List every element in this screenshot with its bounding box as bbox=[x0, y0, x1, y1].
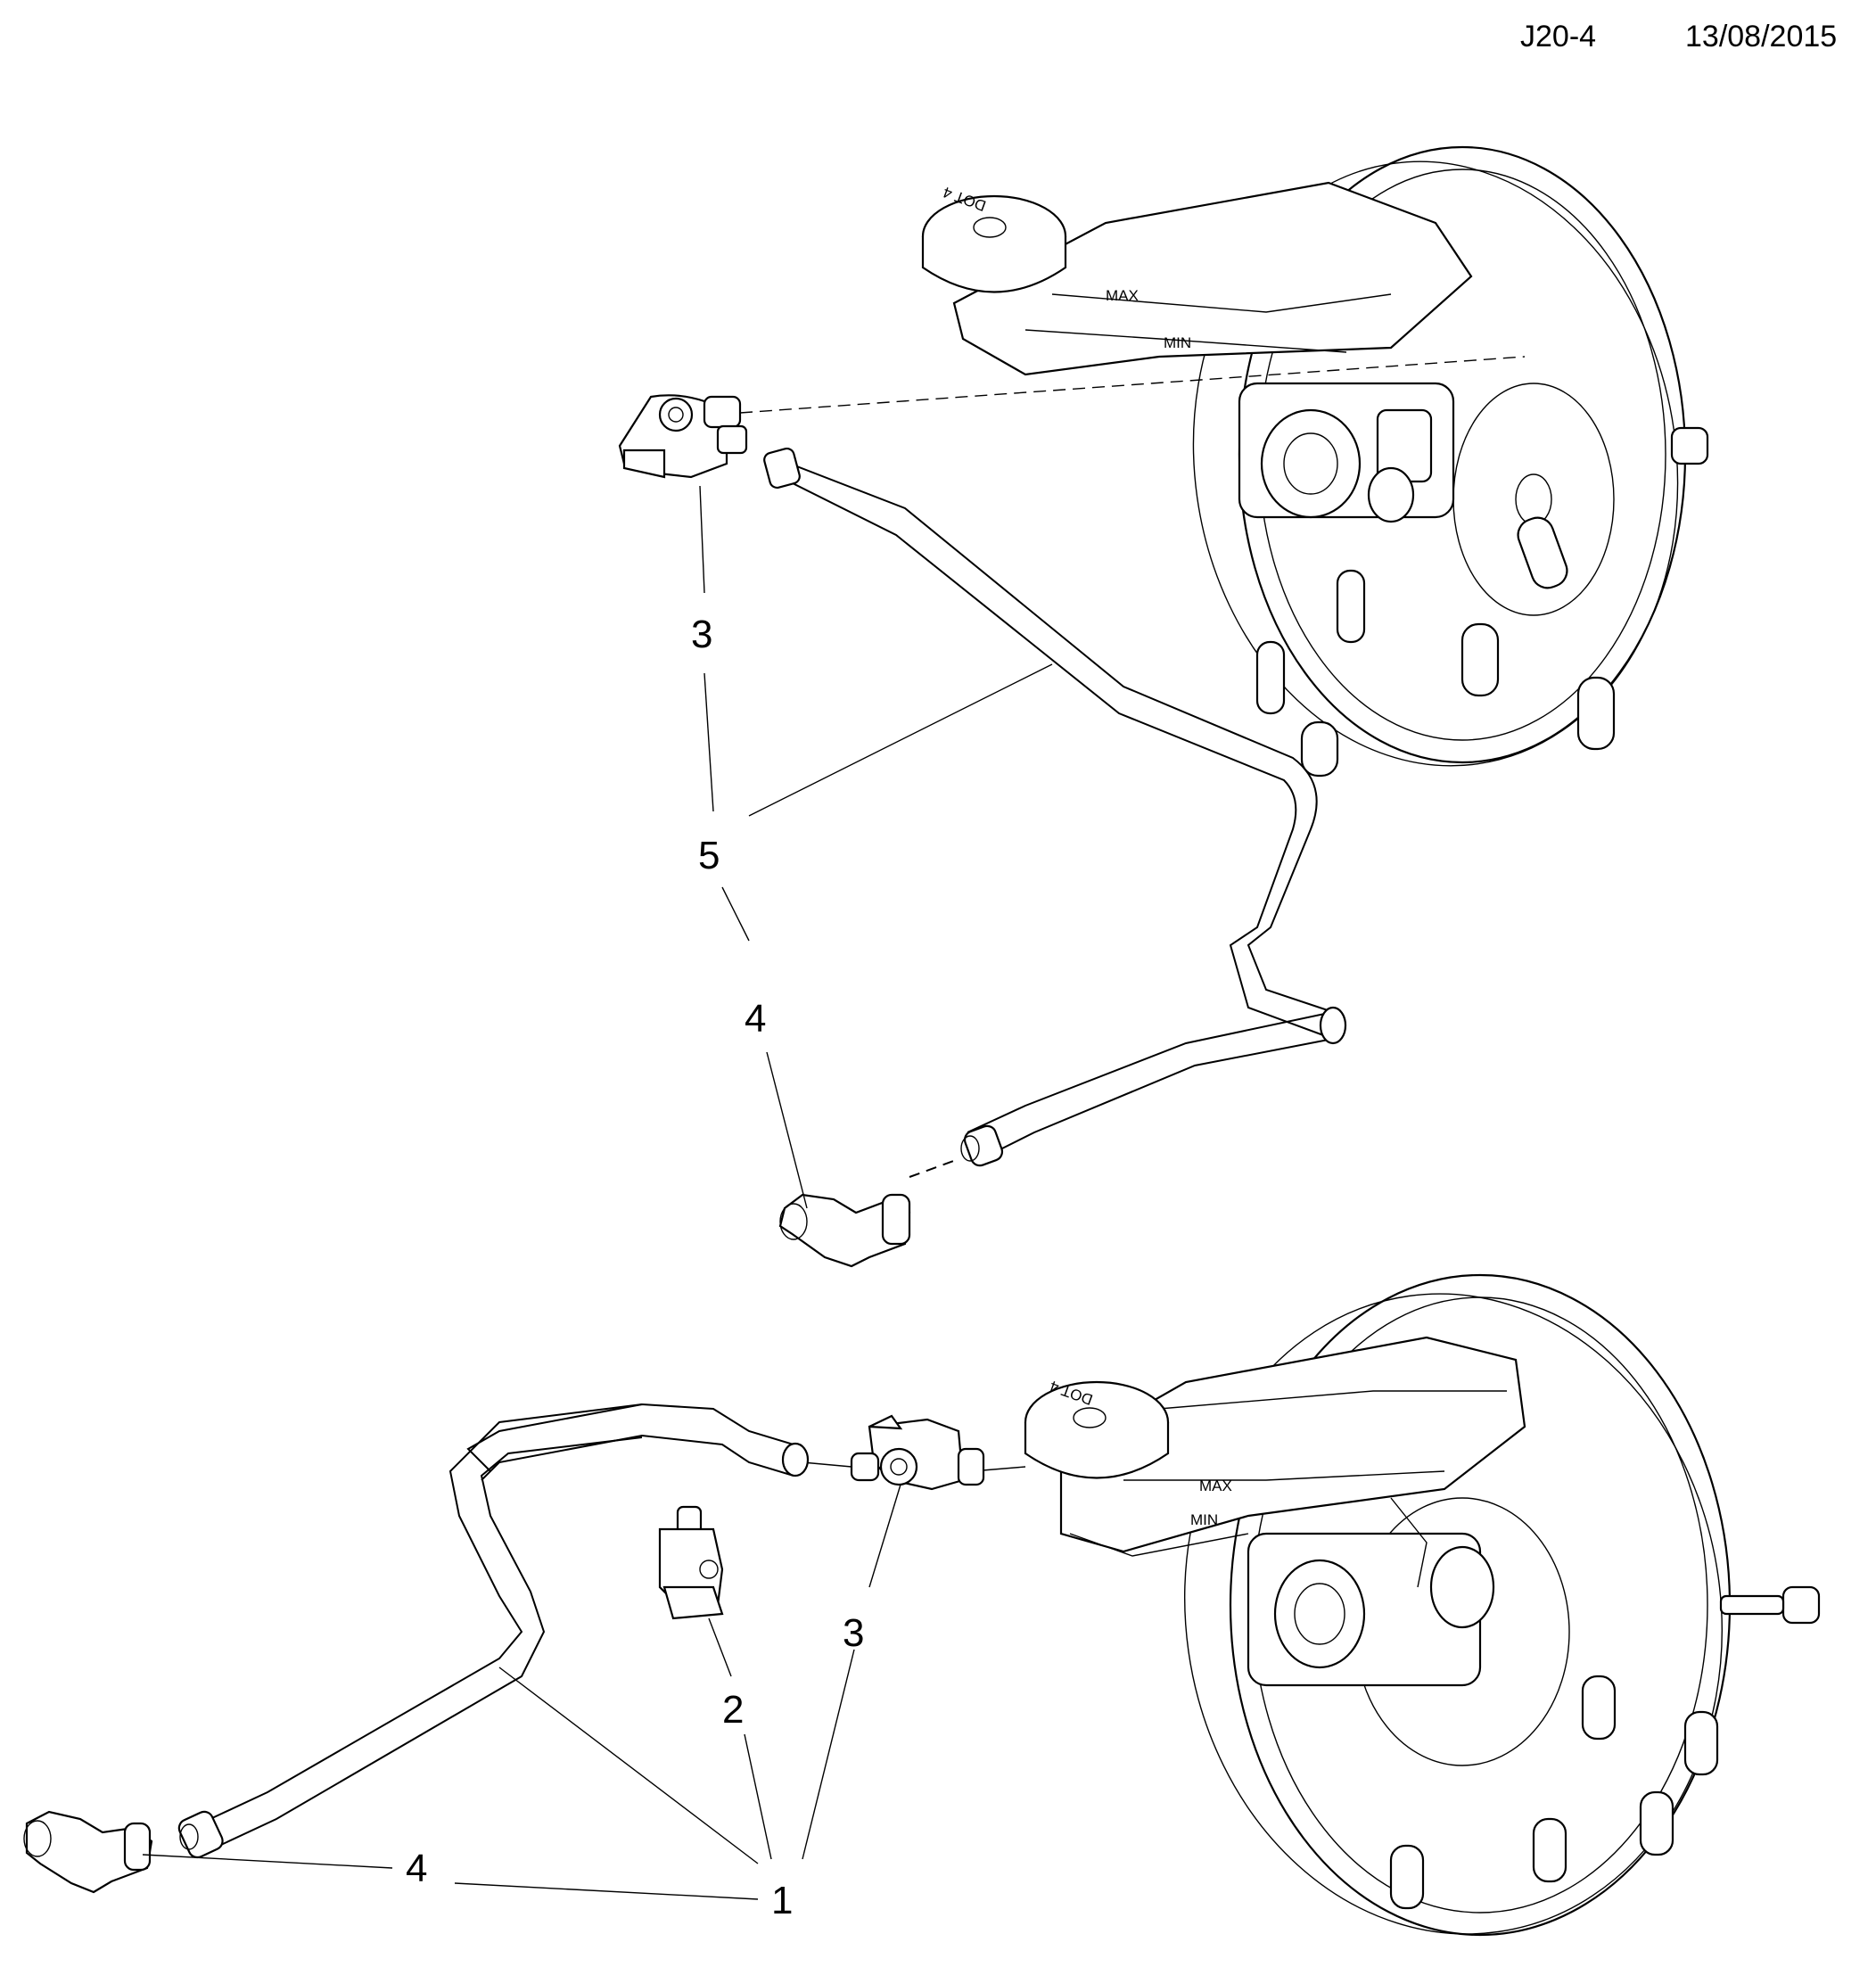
leader-lines-bottom bbox=[142, 1484, 901, 1900]
callout-3-bottom: 3 bbox=[843, 1611, 864, 1655]
max-mark-top: MAX bbox=[1106, 287, 1139, 304]
leader-lines-top bbox=[699, 485, 1053, 1209]
master-cylinder-top bbox=[1238, 382, 1455, 523]
elbow-fitting-bottom bbox=[23, 1810, 153, 1894]
min-mark-top: MIN bbox=[1164, 334, 1191, 351]
reservoir-hose-top bbox=[763, 447, 1347, 1167]
brake-fluid-reservoir-top: DOT 4 MAX MIN bbox=[921, 181, 1473, 376]
bleed-connector-bottom bbox=[658, 1505, 724, 1620]
elbow-fitting-top bbox=[778, 1158, 959, 1268]
diagram-code: J20-4 bbox=[1520, 20, 1597, 53]
callout-4-top: 4 bbox=[745, 997, 766, 1041]
callout-5-top: 5 bbox=[698, 834, 720, 877]
reservoir-cap-top: DOT 4 bbox=[921, 184, 1067, 293]
callout-2-bottom: 2 bbox=[722, 1688, 744, 1732]
callout-3-top: 3 bbox=[691, 613, 712, 656]
callout-1-bottom: 1 bbox=[771, 1879, 793, 1922]
diagram-date: 13/08/2015 bbox=[1685, 20, 1838, 53]
fill-connector-bottom bbox=[850, 1414, 1026, 1491]
brake-fluid-reservoir-bottom: DOT 4 MAX MIN bbox=[1024, 1336, 1526, 1557]
master-cylinder-bottom bbox=[1247, 1497, 1495, 1687]
alignment-dashed-line-top bbox=[739, 356, 1526, 414]
reservoir-cap-bottom: DOT 4 bbox=[1024, 1378, 1170, 1479]
min-mark-bottom: MIN bbox=[1190, 1511, 1218, 1528]
fill-connector-top bbox=[618, 394, 748, 479]
max-mark-bottom: MAX bbox=[1199, 1477, 1232, 1494]
callout-4-bottom: 4 bbox=[406, 1847, 427, 1890]
reservoir-hose-bottom bbox=[177, 1403, 852, 1859]
